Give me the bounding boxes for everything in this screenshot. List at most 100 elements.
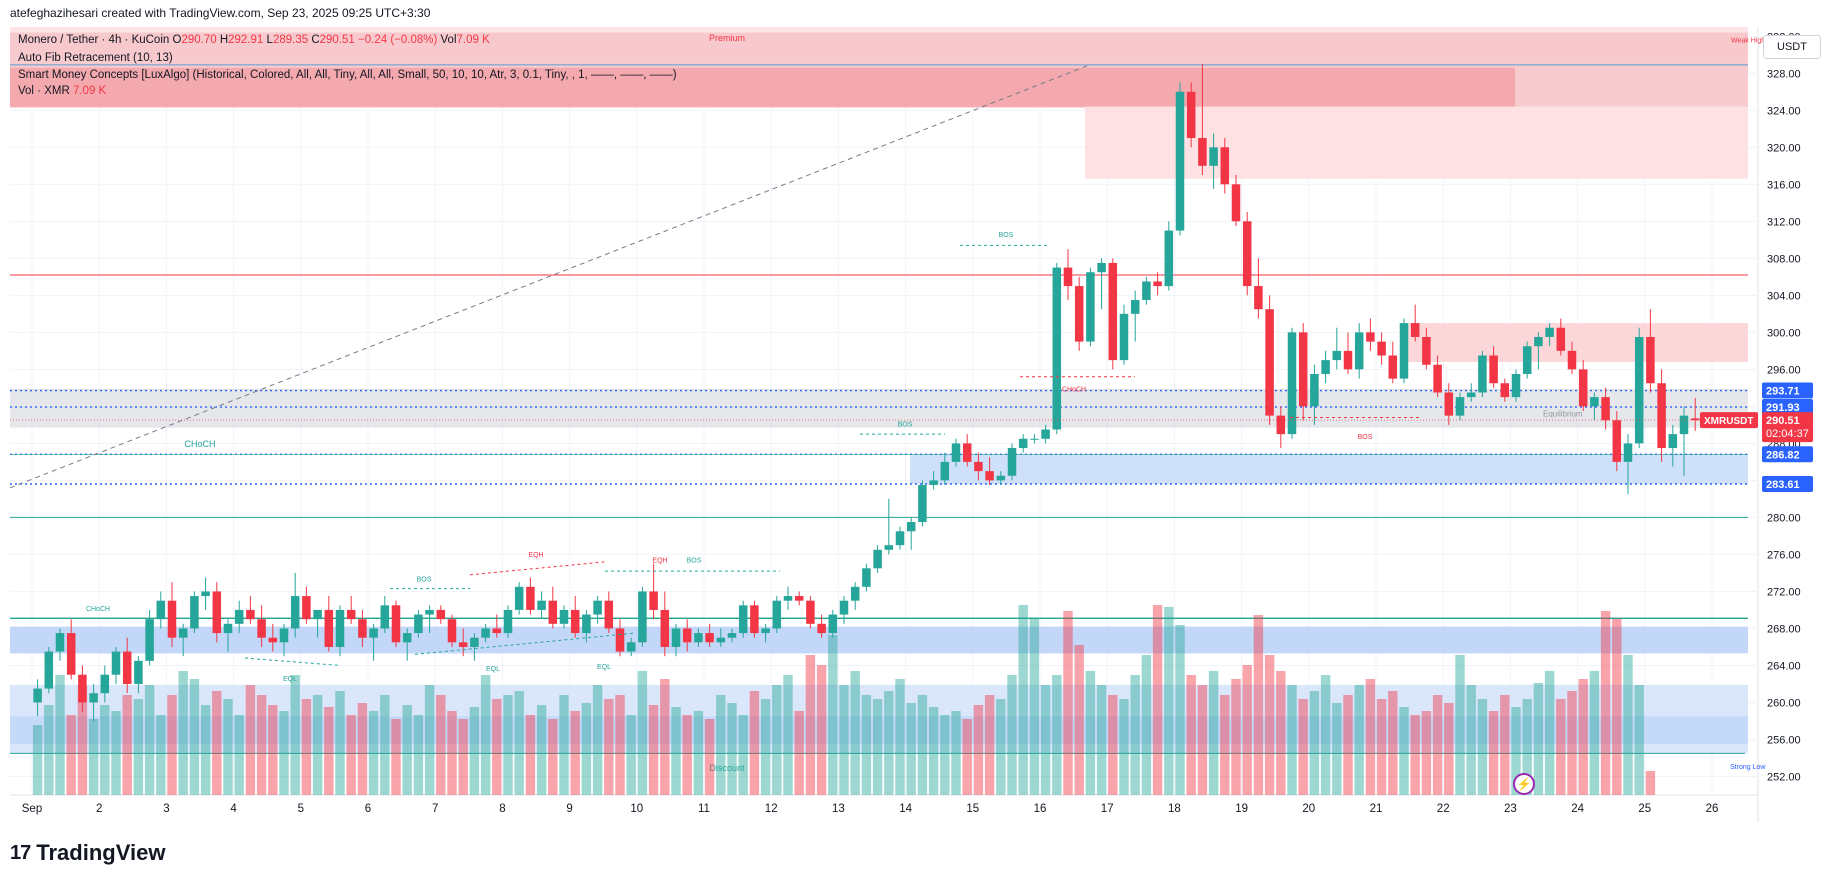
volume-bar: [626, 715, 636, 795]
candle-body: [1164, 230, 1174, 287]
y-tick-label: 252.00: [1767, 771, 1801, 783]
candle-body: [1186, 91, 1196, 139]
candle-body: [324, 609, 334, 647]
volume-bar: [1332, 703, 1342, 795]
volume-bar: [189, 679, 200, 795]
candle-body: [974, 461, 983, 472]
candle-body: [906, 522, 916, 532]
candle-body: [1366, 332, 1375, 342]
candle-body: [1287, 332, 1297, 435]
candle-body: [1679, 415, 1689, 435]
x-tick-label: 11: [698, 803, 710, 815]
volume-bar: [996, 699, 1006, 795]
volume-bar: [1052, 675, 1062, 795]
volume-bar: [637, 671, 648, 795]
x-tick-label: 26: [1706, 803, 1719, 815]
volume-bar: [1242, 665, 1252, 795]
volume-bar: [794, 711, 804, 795]
volume-bar: [402, 705, 412, 795]
volume-bar: [212, 691, 222, 795]
symbol-name[interactable]: Monero / Tether · 4h · KuCoin: [18, 34, 170, 46]
volume-bar: [839, 685, 849, 795]
volume-bar: [77, 685, 88, 795]
volume-bar: [682, 715, 692, 795]
volume-bar: [1287, 685, 1297, 795]
candle-body: [794, 596, 804, 601]
indicator-volume[interactable]: Vol · XMR 7.09 K: [18, 85, 106, 97]
volume-bar: [604, 699, 614, 795]
candle-body: [1142, 281, 1151, 300]
candle-body: [817, 623, 826, 634]
candle-body: [537, 600, 546, 610]
candle-body: [122, 651, 132, 684]
volume-bar: [1455, 655, 1465, 795]
volume-bar: [783, 675, 793, 795]
x-tick-label: 13: [832, 803, 845, 815]
brand-logo: 17 TradingView: [10, 840, 165, 866]
y-tick-label: 328.00: [1767, 68, 1801, 80]
volume-bar: [1388, 691, 1398, 795]
candle-body: [100, 674, 110, 694]
bos-label: BOS: [417, 576, 432, 583]
volume-bar: [391, 719, 401, 795]
y-tick-label: 268.00: [1767, 623, 1801, 635]
candle-body: [570, 609, 580, 634]
candle-body: [1657, 383, 1666, 449]
symbol-ohlc-legend[interactable]: Monero / Tether · 4h · KuCoin O290.70 H2…: [18, 34, 490, 46]
volume-bar: [760, 699, 771, 795]
x-tick-label: 19: [1235, 803, 1248, 815]
alert-bolt-icon[interactable]: ⚡: [1513, 773, 1535, 795]
candle-body: [1276, 415, 1286, 435]
indicator-smc[interactable]: Smart Money Concepts [LuxAlgo] (Historic…: [18, 69, 677, 81]
candle-body: [481, 628, 490, 638]
candle-body: [78, 674, 87, 703]
volume-bar: [749, 691, 760, 795]
candle-body: [548, 600, 558, 624]
candle-body: [761, 628, 770, 634]
volume-bar: [312, 695, 323, 795]
volume-bar: [716, 695, 726, 795]
volume-bar: [1186, 675, 1196, 795]
volume-bar: [525, 715, 536, 795]
candle-body: [302, 596, 311, 620]
candle-body: [111, 651, 121, 675]
volume-bar: [704, 719, 715, 795]
volume-bar: [1040, 685, 1051, 795]
currency-button[interactable]: USDT: [1763, 35, 1821, 59]
candle-body: [772, 600, 782, 629]
low-value: 289.35: [272, 34, 309, 46]
candle-body: [783, 596, 793, 601]
indicator-fib[interactable]: Auto Fib Retracement (10, 13): [18, 52, 173, 64]
candle-body: [526, 586, 535, 610]
candle-body: [593, 600, 602, 615]
bos-label: BOS: [898, 422, 913, 429]
volume-bar: [1220, 695, 1230, 795]
volume-bar: [1477, 699, 1488, 795]
volume-bar: [357, 703, 368, 795]
volume-bar: [1231, 679, 1241, 795]
candle-body: [1030, 438, 1039, 440]
volume-indicator-name: Vol · XMR: [18, 85, 70, 97]
volume-bar: [1600, 611, 1611, 795]
candle-body: [436, 609, 446, 620]
volume-bar: [122, 695, 132, 795]
x-tick-label: 18: [1168, 803, 1181, 815]
volume-bar: [1096, 685, 1107, 795]
candle-body: [1097, 262, 1106, 273]
candle-body: [1063, 267, 1073, 287]
volume-bar: [1488, 711, 1499, 795]
volume-bar: [660, 679, 670, 795]
y-tick-label: 260.00: [1767, 697, 1801, 709]
volume-bar: [928, 707, 939, 795]
x-tick-label: Sep: [22, 803, 42, 815]
volume-bar: [693, 711, 704, 795]
supply-zone: [1085, 106, 1748, 179]
demand-zone: [910, 454, 1748, 485]
volume-bar: [1253, 615, 1264, 795]
eqh-label: EQH: [528, 552, 543, 559]
candle-body: [156, 600, 166, 620]
candle-body: [1198, 138, 1207, 166]
volume-bar: [615, 695, 625, 795]
candle-body: [1007, 448, 1017, 476]
